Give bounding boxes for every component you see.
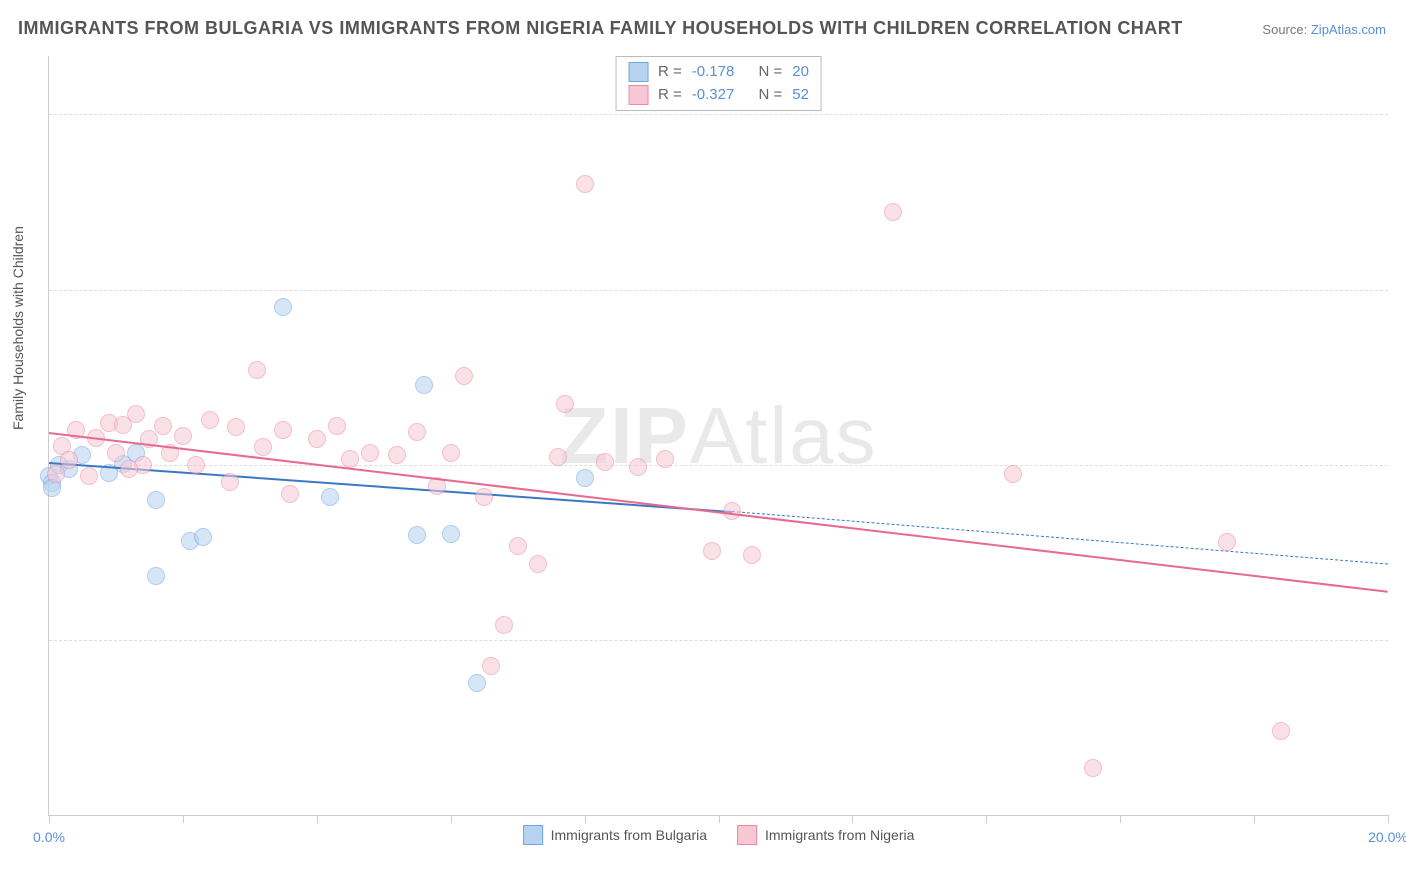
data-point (47, 465, 65, 483)
plot-area: ZIPAtlas R = -0.178 N = 20 R = -0.327 N … (48, 56, 1388, 816)
correlation-legend: R = -0.178 N = 20 R = -0.327 N = 52 (615, 56, 822, 111)
x-tick (451, 815, 452, 823)
data-point (361, 444, 379, 462)
x-tick (317, 815, 318, 823)
data-point (468, 674, 486, 692)
data-point (442, 525, 460, 543)
data-point (556, 395, 574, 413)
data-point (1084, 759, 1102, 777)
data-point (703, 542, 721, 560)
data-point (495, 616, 513, 634)
data-point (442, 444, 460, 462)
x-tick-label: 0.0% (33, 829, 65, 845)
data-point (107, 444, 125, 462)
data-point (60, 451, 78, 469)
data-point (455, 367, 473, 385)
source-attribution: Source: ZipAtlas.com (1262, 22, 1386, 37)
data-point (408, 526, 426, 544)
trend-line-extrapolated (732, 511, 1388, 565)
r-label: R = (658, 84, 682, 107)
data-point (201, 411, 219, 429)
data-point (248, 361, 266, 379)
n-value-bulgaria[interactable]: 20 (792, 61, 809, 84)
swatch-bulgaria-icon (523, 825, 543, 845)
data-point (549, 448, 567, 466)
series-legend: Immigrants from Bulgaria Immigrants from… (523, 825, 915, 845)
data-point (274, 421, 292, 439)
legend-label-nigeria: Immigrants from Nigeria (765, 827, 914, 843)
data-point (629, 458, 647, 476)
x-tick-label: 20.0% (1368, 829, 1406, 845)
chart-title: IMMIGRANTS FROM BULGARIA VS IMMIGRANTS F… (18, 18, 1183, 39)
data-point (187, 456, 205, 474)
data-point (576, 469, 594, 487)
n-value-nigeria[interactable]: 52 (792, 84, 809, 107)
x-tick (1254, 815, 1255, 823)
data-point (281, 485, 299, 503)
data-point (147, 567, 165, 585)
x-tick (986, 815, 987, 823)
data-point (274, 298, 292, 316)
data-point (596, 453, 614, 471)
chart-container: IMMIGRANTS FROM BULGARIA VS IMMIGRANTS F… (0, 0, 1406, 892)
data-point (884, 203, 902, 221)
trend-line (49, 432, 1388, 593)
data-point (221, 473, 239, 491)
data-point (656, 450, 674, 468)
data-point (1272, 722, 1290, 740)
data-point (321, 488, 339, 506)
gridline-horizontal (49, 290, 1388, 291)
data-point (1218, 533, 1236, 551)
r-value-bulgaria[interactable]: -0.178 (692, 61, 735, 84)
data-point (509, 537, 527, 555)
data-point (1004, 465, 1022, 483)
data-point (529, 555, 547, 573)
data-point (254, 438, 272, 456)
n-label: N = (759, 61, 783, 84)
swatch-nigeria-icon (737, 825, 757, 845)
legend-row-nigeria: R = -0.327 N = 52 (628, 84, 809, 107)
x-tick (1120, 815, 1121, 823)
data-point (408, 423, 426, 441)
x-tick (1388, 815, 1389, 823)
data-point (80, 467, 98, 485)
data-point (341, 450, 359, 468)
data-point (743, 546, 761, 564)
y-axis-label: Family Households with Children (10, 226, 26, 430)
swatch-bulgaria (628, 62, 648, 82)
r-value-nigeria[interactable]: -0.327 (692, 84, 735, 107)
x-tick (183, 815, 184, 823)
gridline-horizontal (49, 114, 1388, 115)
x-tick (719, 815, 720, 823)
data-point (308, 430, 326, 448)
gridline-horizontal (49, 640, 1388, 641)
x-tick (49, 815, 50, 823)
data-point (147, 491, 165, 509)
data-point (482, 657, 500, 675)
data-point (227, 418, 245, 436)
n-label: N = (759, 84, 783, 107)
data-point (127, 405, 145, 423)
data-point (120, 460, 138, 478)
swatch-nigeria (628, 85, 648, 105)
data-point (475, 488, 493, 506)
data-point (388, 446, 406, 464)
source-label: Source: (1262, 22, 1307, 37)
data-point (154, 417, 172, 435)
legend-item-bulgaria: Immigrants from Bulgaria (523, 825, 707, 845)
data-point (194, 528, 212, 546)
legend-label-bulgaria: Immigrants from Bulgaria (551, 827, 707, 843)
data-point (328, 417, 346, 435)
data-point (576, 175, 594, 193)
data-point (174, 427, 192, 445)
r-label: R = (658, 61, 682, 84)
x-tick (852, 815, 853, 823)
legend-row-bulgaria: R = -0.178 N = 20 (628, 61, 809, 84)
x-tick (585, 815, 586, 823)
gridline-horizontal (49, 465, 1388, 466)
source-link[interactable]: ZipAtlas.com (1311, 22, 1386, 37)
legend-item-nigeria: Immigrants from Nigeria (737, 825, 914, 845)
data-point (415, 376, 433, 394)
